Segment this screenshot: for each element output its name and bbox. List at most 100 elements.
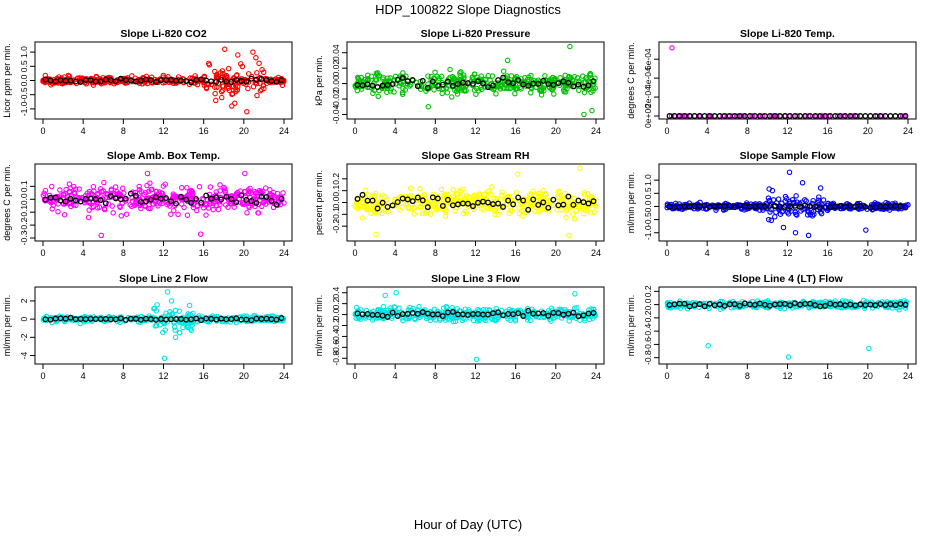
mean-point <box>480 80 486 87</box>
data-point <box>108 186 115 193</box>
data-point <box>903 299 910 305</box>
data-point <box>226 87 233 94</box>
data-point <box>530 188 536 194</box>
chart-panel-6: Slope Sample Flow ml/min per min. 0 4 8 12 16 2… <box>626 150 917 258</box>
data-point <box>557 74 563 81</box>
data-point <box>162 327 168 333</box>
data-point <box>507 317 514 323</box>
data-point <box>474 85 480 92</box>
x-tick-label: 0 <box>352 248 357 258</box>
data-point <box>588 193 594 200</box>
data-point <box>259 66 265 73</box>
x-tick-label: 4 <box>393 126 398 136</box>
outlier-point <box>817 185 824 191</box>
mean-point <box>253 200 260 206</box>
data-point <box>443 85 449 91</box>
mean-point <box>565 193 572 200</box>
x-tick-label: 24 <box>903 248 913 258</box>
mean-point <box>369 197 376 204</box>
mean-point <box>223 193 230 200</box>
x-tick-label: 16 <box>199 371 209 381</box>
outlier-point <box>197 231 204 237</box>
data-point <box>274 190 281 197</box>
data-point <box>55 208 61 215</box>
mean-point <box>565 79 572 86</box>
y-tick-label: 2 <box>19 298 29 303</box>
data-point <box>565 313 572 320</box>
data-point <box>225 85 232 91</box>
data-point <box>802 197 808 203</box>
data-point <box>362 187 369 194</box>
data-point <box>430 191 436 198</box>
data-point <box>487 205 494 212</box>
mean-point <box>62 198 69 205</box>
data-point <box>172 327 178 333</box>
data-point <box>460 186 466 192</box>
x-tick-label: 4 <box>393 248 398 258</box>
mean-point <box>409 198 416 205</box>
y-tick-label: 0.0 <box>643 298 653 310</box>
mean-point <box>384 313 391 320</box>
data-point <box>592 85 598 91</box>
data-point <box>153 192 159 198</box>
data-point <box>583 205 590 211</box>
x-tick-label: 12 <box>470 248 480 258</box>
mean-point <box>404 196 411 203</box>
data-point <box>381 308 387 314</box>
mean-point <box>208 195 215 202</box>
mean-point <box>500 312 507 319</box>
mean-point <box>444 78 451 85</box>
data-point <box>473 91 479 97</box>
mean-point <box>268 197 275 204</box>
x-tick-label: 12 <box>158 371 168 381</box>
data-point <box>773 209 779 215</box>
mean-point <box>429 78 436 85</box>
data-point <box>816 194 822 200</box>
x-tick-label: 12 <box>782 126 792 136</box>
mean-point <box>419 77 426 84</box>
x-tick-label: 12 <box>470 126 480 136</box>
mean-point <box>122 195 129 202</box>
data-point <box>146 188 152 195</box>
data-point <box>76 186 82 192</box>
data-point <box>447 66 453 73</box>
data-point <box>591 306 597 313</box>
data-point <box>498 192 505 198</box>
mean-point <box>278 315 285 322</box>
y-tick-label: -1.0 <box>643 225 653 240</box>
data-point <box>192 195 199 202</box>
outlier-point <box>161 355 168 362</box>
data-point <box>219 87 226 94</box>
data-point <box>729 113 736 119</box>
data-point <box>187 326 194 332</box>
data-point <box>412 316 418 323</box>
data-point <box>196 183 203 190</box>
data-point <box>548 76 554 82</box>
data-point <box>532 208 538 214</box>
data-points <box>40 46 287 115</box>
data-point <box>101 206 108 213</box>
outlier-point <box>382 292 388 299</box>
data-point <box>576 203 582 210</box>
chart-title: Slope Sample Flow <box>740 150 837 162</box>
y-tick-label: 4e-04 <box>643 67 653 89</box>
outlier-point <box>669 45 675 51</box>
outlier-point <box>232 100 238 106</box>
data-point <box>488 315 494 321</box>
data-point <box>372 193 378 200</box>
data-point <box>504 84 510 91</box>
mean-point <box>52 78 59 85</box>
data-point <box>570 211 576 217</box>
data-point <box>815 197 822 204</box>
data-point <box>811 211 817 218</box>
x-tick-label: 12 <box>782 248 792 258</box>
outlier-point <box>780 224 787 231</box>
data-point <box>392 202 398 209</box>
data-point <box>403 316 410 322</box>
outlier-point <box>566 232 572 239</box>
mean-point <box>117 315 124 322</box>
data-point <box>48 183 55 190</box>
mean-point <box>228 196 235 202</box>
data-point <box>61 211 68 218</box>
